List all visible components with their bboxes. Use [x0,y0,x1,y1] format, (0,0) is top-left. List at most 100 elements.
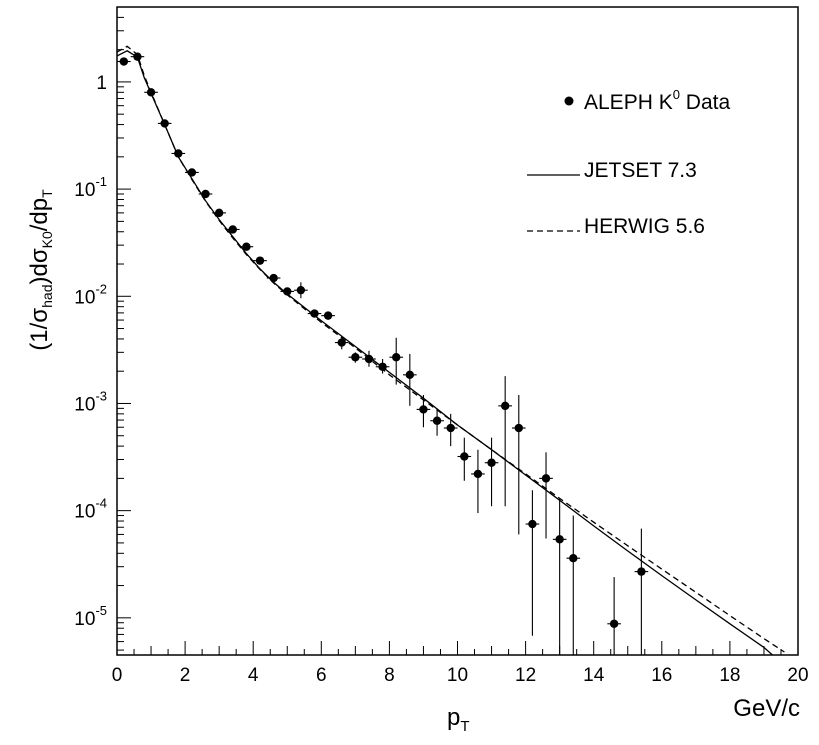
data-marker [487,458,496,467]
data-point [457,437,472,481]
data-point [266,273,281,283]
data-point [634,528,649,655]
x-tick-label: 16 [651,665,672,686]
data-marker [187,168,197,177]
data-point [130,52,145,61]
data-marker [541,474,551,483]
data-point [225,225,240,234]
data-point [294,282,308,299]
data-point [117,57,131,66]
data-marker [201,189,210,199]
data-point [362,350,376,367]
data-marker [446,423,455,433]
legend-label-jetset: JETSET 7.3 [584,159,697,182]
data-point [430,408,444,436]
series-line-jetset-7-3 [116,50,773,656]
data-marker [255,256,265,265]
data-point [416,394,431,428]
x-tick-label: 18 [719,665,740,686]
data-point [171,149,186,158]
y-tick-label: 10-3 [74,388,107,415]
data-point [607,577,621,655]
data-marker [351,353,360,362]
data-point [375,358,390,374]
data-point [334,336,349,350]
legend: ALEPH K0 Data JETSET 7.3 HERWIG 5.6 [527,87,730,238]
data-marker [405,370,415,380]
y-tick-label: 10-1 [74,174,107,201]
data-marker [337,338,346,347]
x-tick-label: 6 [316,665,327,686]
data-point [498,376,512,507]
data-point [212,208,226,218]
data-point [471,449,485,514]
data-point [239,242,254,251]
legend-label-herwig: HERWIG 5.6 [584,215,705,238]
x-axis-title: pT [447,704,470,735]
x-tick-label: 2 [180,665,191,686]
data-marker [392,353,401,362]
data-marker [419,405,428,414]
data-point [443,413,458,447]
data-point [185,168,199,177]
x-tick-label: 12 [515,665,536,686]
data-marker [555,535,564,544]
data-marker [473,469,483,479]
data-point [280,287,295,296]
data-marker [500,401,510,411]
x-tick-label: 0 [112,665,123,686]
data-marker [133,52,142,61]
data-marker [283,287,292,296]
legend-marker-data [564,96,574,106]
data-point [157,119,172,128]
data-marker [323,311,333,320]
data-marker [432,416,442,425]
data-marker [228,225,237,234]
y-tick-label: 10-4 [74,496,107,523]
data-marker [174,149,183,158]
x-axis-unit: GeV/c [733,695,800,722]
data-marker [569,554,578,563]
data-point [539,452,553,539]
data-marker [214,208,224,218]
y-tick-label: 10-5 [74,603,107,630]
data-point [321,311,335,320]
data-point [389,337,404,385]
legend-label-data: ALEPH K0 Data [584,87,730,114]
x-tick-label: 14 [583,665,605,686]
x-tick-label: 20 [787,665,808,686]
data-point [144,88,158,97]
data-point [566,515,581,655]
data-point [403,353,417,406]
y-tick-label: 1 [96,73,107,94]
x-tick-label: 8 [384,665,395,686]
data-point [348,352,363,363]
data-marker [296,285,306,295]
series-line-herwig-5-6 [116,45,785,653]
data-marker [146,88,156,97]
data-marker [269,273,278,283]
data-point [525,490,540,636]
data-point [307,309,322,318]
x-tick-label: 4 [248,665,259,686]
model-curves [116,45,785,656]
data-marker [460,452,469,461]
data-point [253,256,267,265]
data-marker [378,362,387,371]
data-point [552,498,567,655]
y-tick-label: 10-2 [74,281,107,308]
axis-ticks: 0 2 4 6 8 10 12 14 16 18 20 1 10-1 10-2 10-3 10-4 10-5 [74,6,809,686]
data-point [511,394,526,535]
data-marker [637,567,646,576]
data-marker [514,423,523,433]
data-marker [242,242,251,251]
data-point [484,437,499,507]
data-marker [310,309,319,318]
data-marker [528,519,537,529]
data-point [198,189,213,199]
data-marker [364,354,374,364]
y-axis-title: (1/σhad)dσK0/dpT [26,189,55,351]
data-points [117,52,649,655]
data-marker [609,619,619,628]
